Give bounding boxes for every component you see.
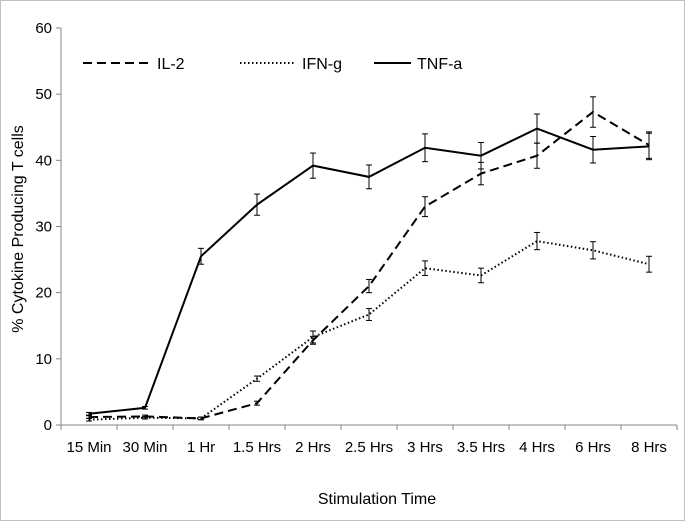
x-tick-label: 1 Hr bbox=[187, 439, 215, 456]
x-tick-label: 2 Hrs bbox=[295, 439, 331, 456]
y-tick-label: 60 bbox=[35, 20, 52, 37]
y-axis-title: % Cytokine Producing T cells bbox=[10, 125, 27, 333]
y-tick-label: 20 bbox=[35, 285, 52, 302]
x-tick-label: 8 Hrs bbox=[631, 439, 667, 456]
x-tick-label: 15 Min bbox=[66, 439, 111, 456]
legend: IL-2 IFN-g TNF-a bbox=[83, 56, 462, 73]
y-axis: 0 10 20 30 40 50 60 bbox=[35, 20, 62, 434]
legend-item-ifn-g: IFN-g bbox=[240, 56, 342, 73]
x-tick-label: 30 Min bbox=[122, 439, 167, 456]
legend-label: IL-2 bbox=[157, 56, 185, 73]
series-ifn-g bbox=[86, 231, 652, 422]
y-tick-label: 10 bbox=[35, 351, 52, 368]
x-tick-label: 1.5 Hrs bbox=[233, 439, 281, 456]
series-il-2 bbox=[86, 96, 652, 421]
x-tick-label: 6 Hrs bbox=[575, 439, 611, 456]
x-tick-label: 3 Hrs bbox=[407, 439, 443, 456]
y-tick-label: 0 bbox=[44, 417, 52, 434]
y-tick-label: 30 bbox=[35, 219, 52, 236]
legend-label: IFN-g bbox=[302, 56, 342, 73]
x-tick-label: 3.5 Hrs bbox=[457, 439, 505, 456]
x-axis: 15 Min 30 Min 1 Hr 1.5 Hrs 2 Hrs 2.5 Hrs 3 Hrs… bbox=[60, 424, 678, 456]
series-tnf-a bbox=[86, 113, 652, 416]
series-line-ifn-g bbox=[88, 240, 650, 421]
series-line-il-2 bbox=[88, 110, 650, 420]
x-axis-title: Stimulation Time bbox=[318, 491, 436, 508]
legend-item-tnf-a: TNF-a bbox=[374, 56, 462, 73]
y-tick-label: 50 bbox=[35, 86, 52, 103]
legend-label: TNF-a bbox=[417, 56, 462, 73]
y-tick-label: 40 bbox=[35, 152, 52, 169]
x-tick-label: 2.5 Hrs bbox=[345, 439, 393, 456]
x-tick-label: 4 Hrs bbox=[519, 439, 555, 456]
plot-area bbox=[86, 96, 652, 422]
legend-item-il-2: IL-2 bbox=[83, 56, 185, 73]
